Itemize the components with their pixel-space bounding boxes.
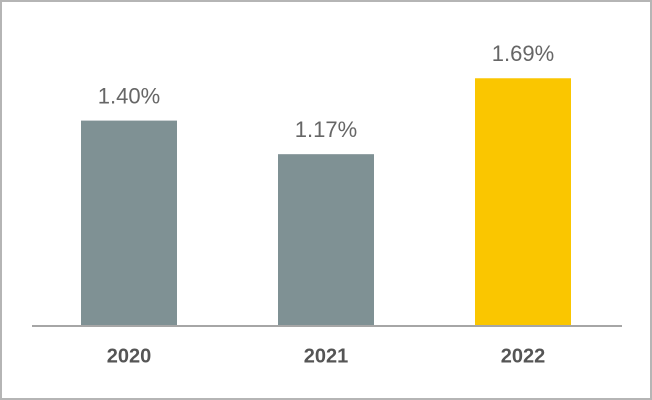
x-tick-label: 2020	[107, 345, 152, 367]
bar	[81, 120, 177, 325]
value-label: 1.69%	[492, 41, 554, 66]
bar	[278, 154, 374, 325]
bar	[475, 78, 571, 325]
value-label: 1.40%	[98, 83, 160, 108]
x-tick-label: 2021	[304, 345, 349, 367]
x-tick-label: 2022	[501, 345, 546, 367]
value-label: 1.17%	[295, 117, 357, 142]
